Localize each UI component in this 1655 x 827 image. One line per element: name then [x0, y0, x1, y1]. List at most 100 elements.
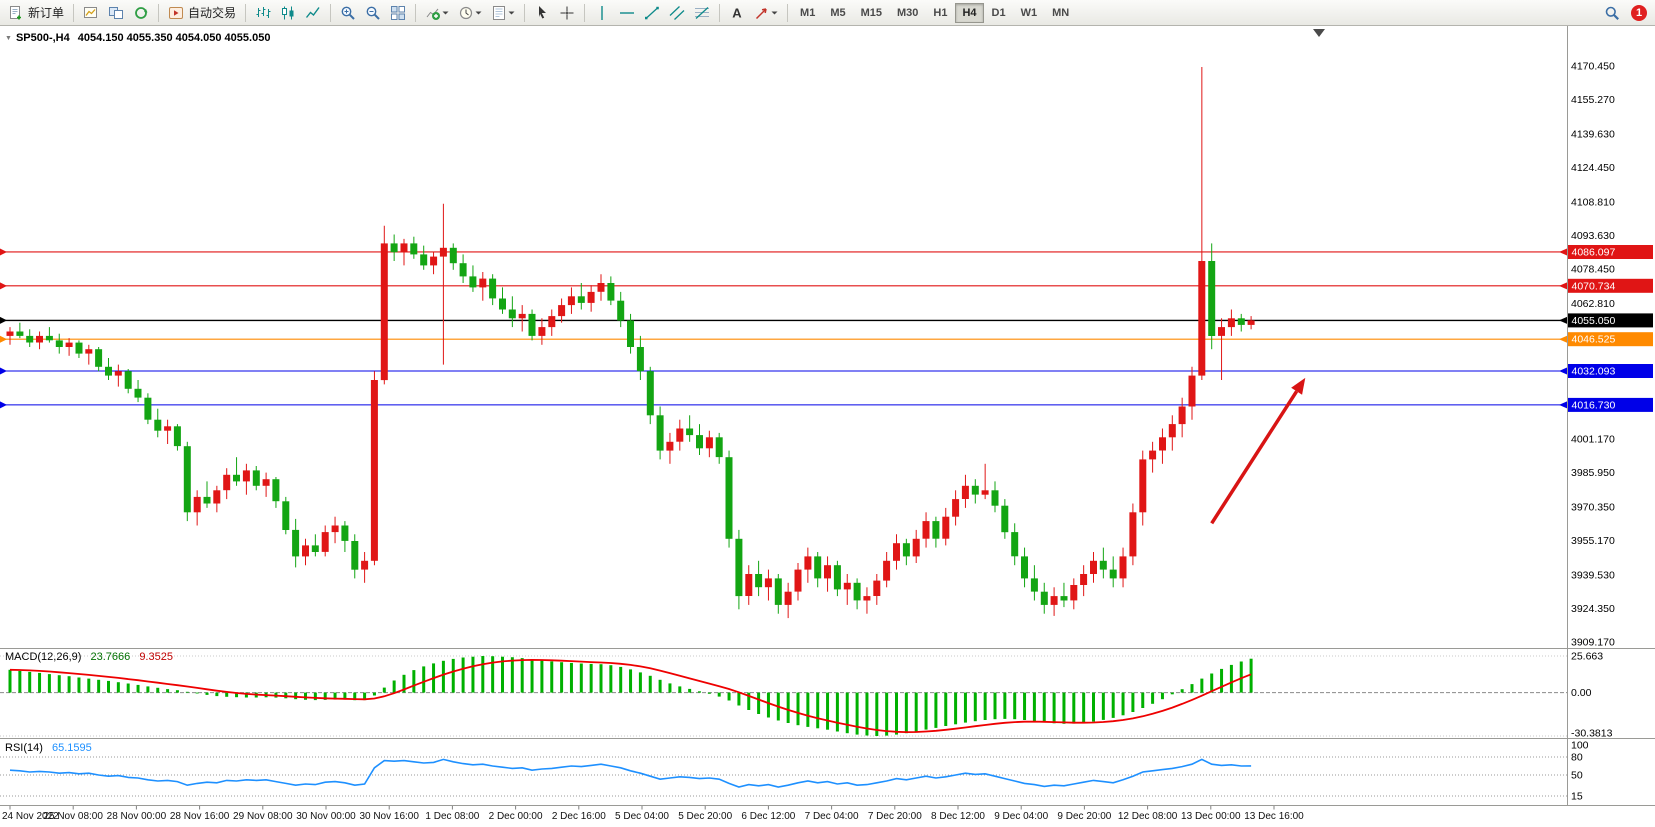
time-axis-label: 6 Dec 12:00 [741, 811, 795, 822]
pane-separators[interactable] [0, 648, 1655, 806]
refresh-button[interactable] [129, 2, 153, 24]
toolbar-separator [330, 3, 332, 22]
one-click-trading-toggle[interactable]: ▼ [5, 34, 12, 42]
price-axis-label: 4093.630 [1571, 230, 1615, 242]
templates-icon [491, 5, 507, 21]
tile-windows-button[interactable] [386, 2, 410, 24]
horizontal-line-4046.525[interactable] [0, 335, 1567, 343]
templates-button[interactable] [487, 2, 519, 24]
price-label-4086.097: 4086.097 [1568, 245, 1653, 259]
candles-icon [280, 5, 296, 21]
svg-text:A: A [732, 5, 742, 20]
price-axis-label: 4155.270 [1571, 94, 1615, 106]
price-axis[interactable]: 4170.450 4155.270 4139.630 4124.450 4108.810… [1571, 61, 1615, 803]
price-axis-label: 3985.950 [1571, 467, 1615, 479]
fibonacci-button[interactable] [690, 2, 714, 24]
svg-text:25.663: 25.663 [1571, 651, 1603, 663]
zoom-in-button[interactable] [336, 2, 360, 24]
cursor-button[interactable] [530, 2, 554, 24]
svg-text:4055.050: 4055.050 [1572, 315, 1616, 327]
timeframe-m15[interactable]: M15 [854, 3, 889, 23]
time-axis-label: 5 Dec 04:00 [615, 811, 669, 822]
chart-window[interactable]: 4170.450 4155.270 4139.630 4124.450 4108.810… [0, 26, 1655, 827]
vline-icon [594, 5, 610, 21]
periods-button[interactable] [454, 2, 486, 24]
timeframe-w1[interactable]: W1 [1014, 3, 1045, 23]
text-label-button[interactable]: A [725, 2, 749, 24]
price-axis-label: 3924.350 [1571, 603, 1615, 615]
price-axis-label: 3939.530 [1571, 570, 1615, 582]
time-axis-label: 25 Nov 08:00 [43, 811, 103, 822]
horizontal-line-4086.097[interactable] [0, 248, 1567, 256]
new-chart-button[interactable] [79, 2, 103, 24]
price-axis-label: 4078.450 [1571, 263, 1615, 275]
profiles-button[interactable] [104, 2, 128, 24]
time-axis-label: 13 Dec 16:00 [1244, 811, 1304, 822]
svg-text:15: 15 [1571, 791, 1583, 803]
bar-chart-button[interactable] [251, 2, 275, 24]
chart-shift-marker[interactable] [1313, 29, 1325, 37]
zoom-out-button[interactable] [361, 2, 385, 24]
crosshair-icon [559, 5, 575, 21]
notification-badge[interactable]: 1 [1631, 4, 1647, 21]
profiles-icon [108, 5, 124, 21]
chart-canvas[interactable]: 4170.450 4155.270 4139.630 4124.450 4108.810… [0, 26, 1655, 827]
svg-text:100: 100 [1571, 740, 1589, 752]
price-axis-label: 4108.810 [1571, 196, 1615, 208]
svg-text:4086.097: 4086.097 [1572, 247, 1616, 259]
time-axis-label: 13 Dec 00:00 [1181, 811, 1241, 822]
time-axis-label: 30 Nov 16:00 [359, 811, 419, 822]
macd-signal-line [9, 658, 1252, 734]
svg-text:4070.734: 4070.734 [1572, 280, 1616, 292]
svg-text:4046.525: 4046.525 [1572, 334, 1616, 346]
timeframe-m5[interactable]: M5 [823, 3, 852, 23]
candlestick-chart-button[interactable] [276, 2, 300, 24]
symbol-period-label: SP500-,H4 [15, 32, 70, 44]
crosshair-button[interactable] [555, 2, 579, 24]
rsi-grid [0, 756, 1567, 797]
time-axis-label: 7 Dec 20:00 [868, 811, 922, 822]
toolbar-separator [245, 3, 247, 22]
search-button[interactable] [1600, 2, 1624, 24]
timeframe-m30[interactable]: M30 [890, 3, 925, 23]
indicators-button[interactable] [421, 2, 453, 24]
price-axis-label: 4001.170 [1571, 434, 1615, 446]
horizontal-line-4070.734[interactable] [0, 282, 1567, 290]
price-label-4055.050: 4055.050 [1568, 313, 1653, 328]
periods-icon [458, 5, 474, 21]
macd-main-value: 23.7666 [90, 651, 131, 663]
arrow-objects-button[interactable] [750, 2, 782, 24]
line-chart-button[interactable] [301, 2, 325, 24]
new-order-button[interactable]: 新订单 [4, 2, 68, 24]
svg-text:0.00: 0.00 [1571, 687, 1592, 699]
cursor-icon [534, 5, 550, 21]
trendline-button[interactable] [640, 2, 664, 24]
price-label-4016.730: 4016.730 [1568, 397, 1653, 412]
timeframe-mn[interactable]: MN [1045, 3, 1076, 23]
horizontal-line-4032.093[interactable] [0, 367, 1567, 375]
svg-text:4032.093: 4032.093 [1572, 366, 1616, 378]
zoom-in-icon [340, 5, 356, 21]
timeframe-h4[interactable]: H4 [955, 2, 984, 23]
vertical-line-button[interactable] [590, 2, 614, 24]
trend-arrow-annotation[interactable] [1210, 377, 1306, 525]
chart-symbol-row: ▼ SP500-,H4 4054.150 4055.350 4054.050 4… [5, 32, 270, 44]
toolbar-separator [158, 3, 160, 22]
time-axis-label: 1 Dec 08:00 [425, 811, 479, 822]
horizontal-line-4055.050[interactable] [0, 316, 1567, 324]
horizontal-line-4016.730[interactable] [0, 401, 1567, 409]
channel-button[interactable] [665, 2, 689, 24]
toolbar-separator [415, 3, 417, 22]
timeframe-d1[interactable]: D1 [985, 3, 1013, 23]
horizontal-line-button[interactable] [615, 2, 639, 24]
timeframe-h1[interactable]: H1 [926, 3, 954, 23]
channel-icon [669, 5, 685, 21]
autotrading-button[interactable]: 自动交易 [164, 2, 240, 24]
toolbar-separator [787, 3, 789, 22]
toolbar-separator [584, 3, 586, 22]
zoom-out-icon [365, 5, 381, 21]
time-axis-label: 9 Dec 20:00 [1057, 811, 1111, 822]
timeframe-m1[interactable]: M1 [793, 3, 822, 23]
svg-text:4016.730: 4016.730 [1572, 399, 1616, 411]
